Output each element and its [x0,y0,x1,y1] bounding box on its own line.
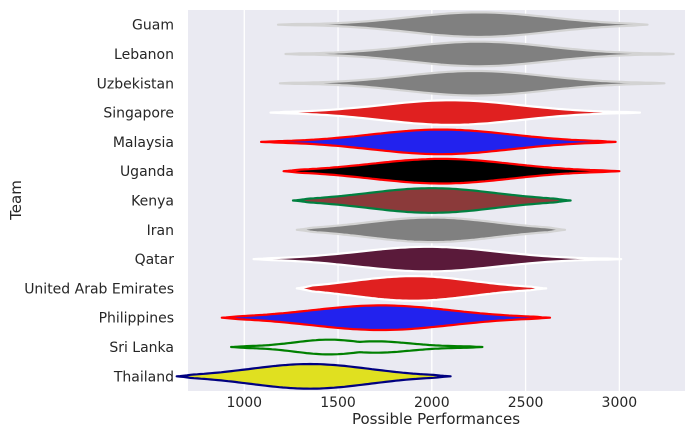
violin-thailand [175,362,452,390]
y-axis-label: Team [7,180,25,221]
y-tick-label: Thailand [113,369,174,385]
x-tick-label: 1000 [226,395,262,411]
y-tick-label: Philippines [99,311,174,327]
x-tick-label: 1500 [320,395,356,411]
x-tick-label: 2000 [414,395,450,411]
violin-guam [276,11,649,39]
y-tick-label: Sri Lanka [109,340,174,356]
violin-united-arab-emirates [295,275,548,302]
x-tick-label: 3000 [602,395,638,411]
y-tick-label: Kenya [131,194,174,210]
violin-kenya [291,187,572,214]
x-tick-label: 2500 [508,395,544,411]
y-tick-labels: Guam Lebanon Uzbekistan Singapore Malaysia Ug… [24,18,174,386]
y-tick-label: Qatar [135,252,175,268]
violin-philippines [220,304,552,332]
violin-uzbekistan [278,69,666,97]
violin-malaysia [260,128,617,156]
violins [175,11,675,390]
x-tick-labels: 1000 1500 2000 2500 3000 [226,395,637,411]
violin-singapore [269,99,642,126]
y-tick-label: Lebanon [114,47,174,63]
y-tick-label: Singapore [103,106,174,122]
y-tick-label: Uganda [120,164,174,180]
y-tick-label: Malaysia [113,135,174,151]
y-tick-label: Uzbekistan [97,76,174,92]
x-axis-label: Possible Performances [352,410,520,428]
y-tick-label: Guam [132,18,174,34]
violin-uganda [282,157,621,185]
violin-qatar [252,245,623,273]
violin-iran [295,216,567,244]
y-tick-label: United Arab Emirates [24,281,174,297]
y-tick-label: Iran [147,223,174,239]
violin-sri-lanka [230,338,484,356]
violin-lebanon [284,40,675,68]
